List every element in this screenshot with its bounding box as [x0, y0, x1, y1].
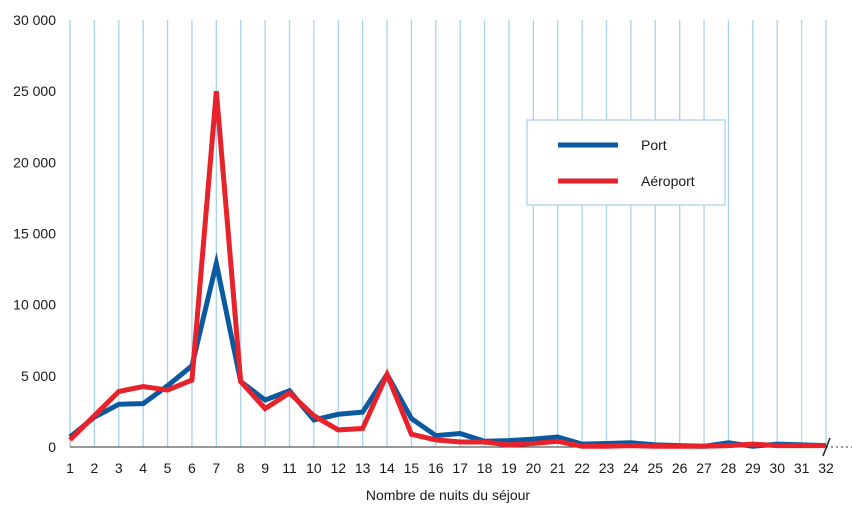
x-tick-label: 14 — [379, 460, 395, 476]
x-tick-label: 28 — [721, 460, 737, 476]
legend-label: Aéroport — [641, 173, 695, 189]
x-tick-label: 29 — [745, 460, 761, 476]
x-tick-label: 22 — [574, 460, 590, 476]
x-tick-label: 15 — [404, 460, 420, 476]
y-tick-label: 15 000 — [13, 226, 56, 242]
y-tick-label: 20 000 — [13, 154, 56, 170]
x-tick-label: 20 — [526, 460, 542, 476]
y-tick-label: 10 000 — [13, 297, 56, 313]
y-tick-label: 0 — [48, 439, 56, 455]
axes — [69, 20, 852, 457]
x-tick-label: 27 — [696, 460, 712, 476]
legend-label: Port — [641, 137, 667, 153]
x-tick-label: 7 — [212, 460, 220, 476]
x-tick-label: 30 — [769, 460, 785, 476]
x-tick-label: 4 — [139, 460, 147, 476]
x-tick-label: 13 — [355, 460, 371, 476]
x-tick-label: 18 — [477, 460, 493, 476]
x-tick-label: 32 — [818, 460, 834, 476]
x-tick-label: 26 — [672, 460, 688, 476]
x-tick-label: 17 — [452, 460, 468, 476]
x-tick-label: 10 — [306, 460, 322, 476]
series-line-aeroport — [68, 90, 826, 449]
x-tick-label: 23 — [599, 460, 615, 476]
x-tick-label: 21 — [550, 460, 566, 476]
x-tick-label: 9 — [261, 460, 269, 476]
x-tick-label: 16 — [428, 460, 444, 476]
x-tick-label: 1 — [66, 460, 74, 476]
axis-break-mark — [822, 437, 831, 457]
x-axis-ticks: 1 2 3 4 5 6 7 8 9 11 10 12 13 14 15 16 17 18 19 20 21 22 23 24 2… — [66, 460, 834, 476]
x-axis-title: Nombre de nuits du séjour — [366, 487, 531, 503]
x-tick-label: 19 — [501, 460, 517, 476]
x-tick-label: 6 — [188, 460, 196, 476]
x-tick-label: 2 — [90, 460, 98, 476]
legend-box — [526, 119, 726, 206]
x-tick-label: 8 — [237, 460, 245, 476]
series-line-port — [68, 251, 827, 449]
legend: Port Aéroport — [526, 119, 726, 206]
x-tick-label: 24 — [623, 460, 639, 476]
x-tick-label: 11 — [282, 460, 297, 476]
x-tick-label: 5 — [164, 460, 172, 476]
x-tick-label: 31 — [794, 460, 810, 476]
y-tick-label: 30 000 — [13, 12, 56, 28]
x-tick-label: 12 — [330, 460, 346, 476]
y-tick-label: 5 000 — [21, 368, 56, 384]
x-tick-label: 25 — [648, 460, 664, 476]
y-tick-label: 25 000 — [13, 83, 56, 99]
x-tick-label: 3 — [115, 460, 123, 476]
y-axis-ticks: 0 5 000 10 000 15 000 20 000 25 000 30 000 — [13, 12, 56, 455]
series-lines — [68, 90, 827, 449]
